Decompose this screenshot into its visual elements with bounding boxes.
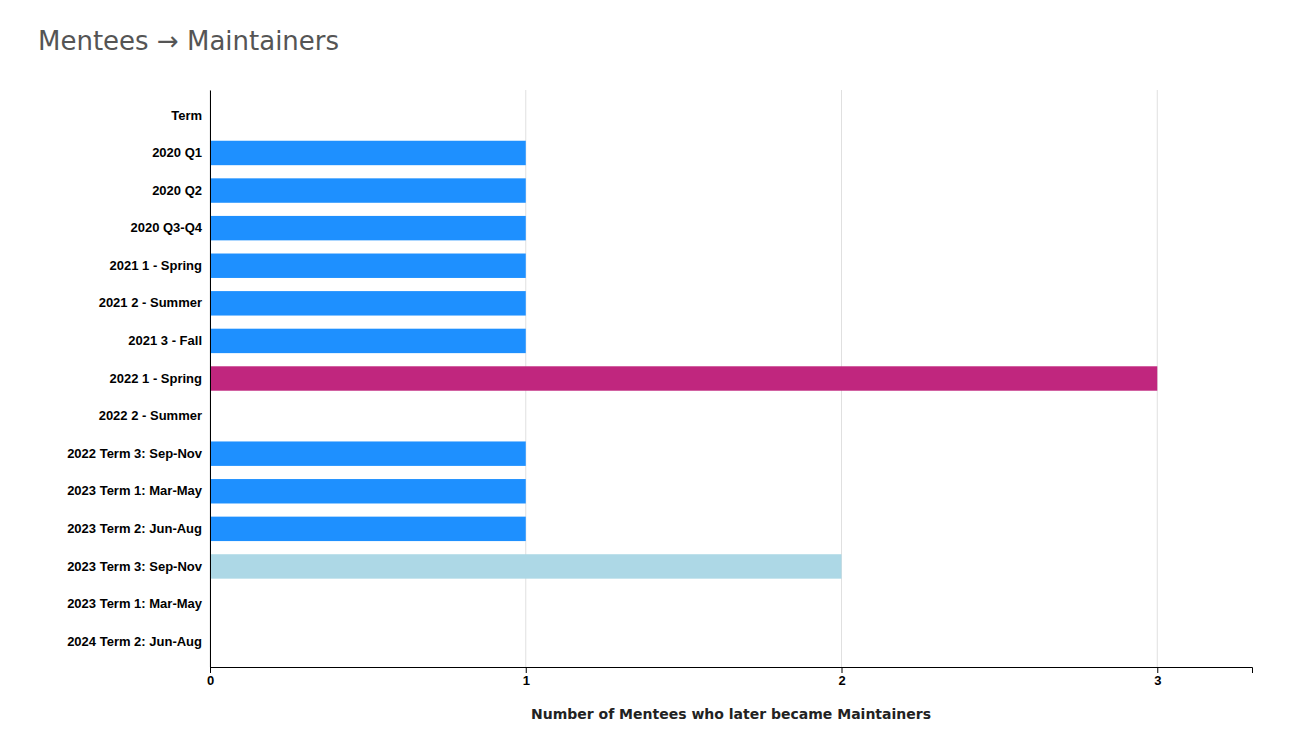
x-tick-mark [210,667,211,673]
y-tick-label: 2021 1 - Spring [110,258,203,273]
y-tick: 2022 2 - Summer [99,408,210,423]
plot: 0 1 2 3 Term 2020 Q1 2020 Q2 2020 Q3-Q4 2021 1 -… [67,90,1252,688]
bar [210,329,526,353]
y-tick: 2020 Q2 [152,183,210,198]
y-tick-label: 2022 1 - Spring [110,371,203,386]
y-tick-label: Term [171,108,202,123]
y-tick: 2021 1 - Spring [110,258,210,273]
x-tick-mark [842,667,843,673]
x-tick: 0 [207,667,214,688]
y-tick: 2023 Term 1: Mar-May [67,483,210,498]
bar [210,366,1157,390]
bars [210,141,1157,579]
y-tick: Term [171,108,210,123]
x-tick-label: 0 [207,673,214,688]
y-tick-label: 2021 2 - Summer [99,295,202,310]
y-tick: 2023 Term 3: Sep-Nov [67,559,210,574]
y-tick: 2020 Q1 [152,145,210,160]
x-axis-line [211,668,1253,674]
y-tick: 2021 2 - Summer [99,295,210,310]
y-tick: 2023 Term 1: Mar-May [67,596,210,611]
y-tick-label: 2021 3 - Fall [128,333,202,348]
bar [210,178,526,202]
y-tick: 2023 Term 2: Jun-Aug [67,521,210,536]
bar [210,216,526,240]
y-tick-label: 2024 Term 2: Jun-Aug [67,634,202,649]
chart: 0 1 2 3 Term 2020 Q1 2020 Q2 2020 Q3-Q4 2021 1 -… [0,0,1292,742]
bar [210,517,526,541]
y-tick-label: 2022 Term 3: Sep-Nov [67,446,203,461]
bar [210,479,526,503]
x-axis-title: Number of Mentees who later became Maint… [531,706,931,722]
bar [210,254,526,278]
bar [210,554,842,578]
bar [210,291,526,315]
y-tick-label: 2020 Q2 [152,183,202,198]
x-tick-mark [526,667,527,673]
y-tick: 2022 Term 3: Sep-Nov [67,446,210,461]
x-tick-label: 1 [523,673,530,688]
y-tick: 2022 1 - Spring [110,371,210,386]
y-tick: 2021 3 - Fall [128,333,210,348]
x-tick: 2 [838,667,845,688]
y-tick-label: 2023 Term 1: Mar-May [67,596,203,611]
x-tick-label: 2 [838,673,845,688]
y-tick-label: 2023 Term 2: Jun-Aug [67,521,202,536]
grid [210,90,1157,667]
x-tick-mark [1157,667,1158,673]
title: Mentees → Maintainers [38,26,339,56]
y-tick-label: 2022 2 - Summer [99,408,202,423]
grid-line [210,90,211,667]
y-axis-line [210,91,211,668]
y-axis: Term 2020 Q1 2020 Q2 2020 Q3-Q4 2021 1 - Spr… [67,91,210,668]
x-axis: 0 1 2 3 [207,667,1253,688]
y-tick: 2024 Term 2: Jun-Aug [67,634,210,649]
x-tick: 3 [1154,667,1161,688]
x-tick: 1 [523,667,530,688]
x-tick-label: 3 [1154,673,1161,688]
bar [210,141,526,165]
y-tick-label: 2023 Term 1: Mar-May [67,483,203,498]
y-tick: 2020 Q3-Q4 [130,220,210,235]
y-tick-label: 2020 Q3-Q4 [130,220,202,235]
bar [210,441,526,465]
y-tick-label: 2023 Term 3: Sep-Nov [67,559,203,574]
y-tick-label: 2020 Q1 [152,145,202,160]
